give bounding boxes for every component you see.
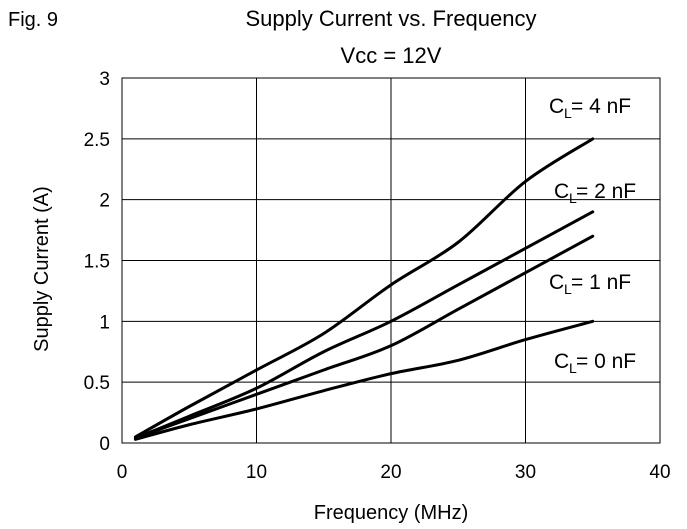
series-label-rest: = 2 nF — [576, 180, 636, 203]
y-axis-label: Supply Current (A) — [31, 186, 53, 352]
series-label-rest: = 0 nF — [576, 350, 636, 373]
series-line — [133, 210, 595, 440]
series-label-rest: = 4 nF — [571, 95, 631, 118]
series-line — [133, 234, 595, 440]
chart-subtitle: Vcc = 12V — [341, 43, 442, 68]
x-tick-label: 0 — [117, 462, 128, 483]
x-axis-ticks: 0 10 20 30 40 — [117, 462, 671, 483]
x-tick-label: 30 — [515, 462, 536, 483]
series-label-main: C — [554, 350, 569, 373]
y-tick-label: 1 — [99, 312, 110, 333]
series-label-sub: L — [564, 281, 572, 297]
x-tick-label: 10 — [246, 462, 267, 483]
y-tick-label: 0 — [99, 434, 110, 455]
series-lines — [133, 137, 595, 441]
series-label-sub: L — [569, 190, 577, 206]
y-tick-label: 2.5 — [84, 130, 110, 151]
series-label-main: C — [549, 95, 564, 118]
y-tick-label: 0.5 — [84, 373, 110, 394]
x-tick-label: 20 — [380, 462, 401, 483]
chart-title: Supply Current vs. Frequency — [245, 6, 536, 31]
y-tick-label: 3 — [99, 69, 110, 90]
series-label-rest: = 1 nF — [571, 271, 631, 294]
y-axis-ticks: 0 0.5 1 1.5 2 2.5 3 — [84, 69, 110, 455]
y-tick-label: 2 — [99, 191, 110, 212]
series-label-main: C — [554, 180, 569, 203]
series-label-sub: L — [569, 360, 577, 376]
series-label-main: C — [549, 271, 564, 294]
grid — [121, 77, 661, 444]
plot-area — [121, 77, 661, 444]
figure-label: Fig. 9 — [8, 9, 58, 31]
series-label-sub: L — [564, 105, 572, 121]
x-axis-label: Frequency (MHz) — [314, 502, 468, 524]
y-tick-label: 1.5 — [84, 252, 110, 273]
x-tick-label: 40 — [649, 462, 670, 483]
series-line — [133, 137, 595, 439]
series-line — [133, 319, 595, 441]
